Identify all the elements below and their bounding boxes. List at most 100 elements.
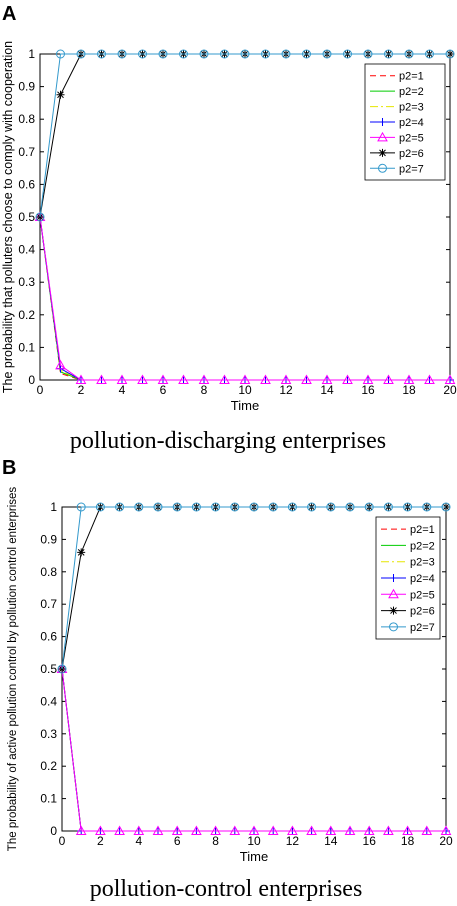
x-tick-label: 0 bbox=[59, 834, 66, 848]
data-point-p2=7 bbox=[345, 502, 355, 512]
series-line-p2=5 bbox=[39, 216, 450, 381]
data-point-p2=5 bbox=[137, 374, 148, 384]
y-tick-label: 0 bbox=[50, 824, 57, 838]
data-point-p2=7 bbox=[322, 49, 332, 59]
data-point-p2=5 bbox=[96, 374, 107, 384]
data-point-p2=5 bbox=[75, 825, 87, 835]
data-point-p2=5 bbox=[342, 374, 353, 384]
data-point-p2=7 bbox=[281, 49, 291, 59]
x-tick-label: 2 bbox=[97, 834, 104, 848]
legend-marker-p2=5 bbox=[377, 131, 388, 142]
data-point-p2=5 bbox=[152, 825, 164, 835]
data-point-p2=7 bbox=[363, 49, 373, 59]
data-point-p2=5 bbox=[325, 825, 337, 835]
y-tick-label: 0.5 bbox=[40, 662, 57, 676]
data-point-p2=5 bbox=[116, 374, 128, 384]
caption-b: pollution-control enterprises bbox=[90, 876, 363, 902]
x-tick-label: 10 bbox=[238, 383, 252, 397]
y-axis-label: The probability that polluters choose to… bbox=[1, 41, 15, 393]
data-point-p2=5 bbox=[171, 825, 183, 835]
data-point-p2=7 bbox=[153, 502, 163, 512]
panel-label-b: B bbox=[2, 457, 16, 479]
data-point-p2=7 bbox=[97, 49, 106, 59]
y-tick-label: 0.7 bbox=[18, 145, 35, 159]
panel-label-a: A bbox=[2, 3, 16, 25]
data-point-p2=6 bbox=[77, 548, 86, 557]
data-point-p2=7 bbox=[220, 49, 229, 59]
x-tick-label: 18 bbox=[402, 383, 416, 397]
chart-b-plot: 0 2 4 6 8 10 12 14 16 18 20 0 0.1 0.2 0.3 0.4 0.5 0.6 0.7 0… bbox=[7, 487, 453, 864]
data-point-p2=5 bbox=[344, 825, 356, 835]
data-point-p2=7 bbox=[115, 502, 125, 512]
x-tick-label: 6 bbox=[174, 834, 181, 848]
y-tick-label: 0.6 bbox=[18, 177, 35, 191]
data-point-p2=7 bbox=[35, 212, 45, 222]
series-line-p2=7 bbox=[61, 506, 446, 670]
legend-label-p2=7: p2=7 bbox=[399, 163, 424, 175]
data-point-p2=7 bbox=[425, 49, 434, 59]
data-point-p2=5 bbox=[363, 825, 375, 835]
data-point-p2=7 bbox=[302, 49, 311, 59]
x-tick-label: 14 bbox=[324, 834, 338, 848]
legend-label-p2=4: p2=4 bbox=[399, 117, 424, 129]
data-point-p2=7 bbox=[95, 502, 105, 512]
data-point-p2=7 bbox=[138, 49, 147, 59]
data-point-p2=7 bbox=[76, 49, 86, 59]
y-tick-label: 0.3 bbox=[40, 727, 57, 741]
data-point-p2=5 bbox=[403, 374, 415, 384]
legend: p2=1 p2=2 p2=3 p2=4 p2=5 p2=6 p2=7 bbox=[364, 63, 446, 181]
y-tick-label: 0.1 bbox=[18, 340, 35, 354]
x-tick-label: 18 bbox=[401, 834, 415, 848]
x-tick-label: 4 bbox=[119, 383, 126, 397]
legend-marker-p2=5 bbox=[388, 588, 399, 599]
y-tick-label: 0.2 bbox=[40, 759, 57, 773]
y-tick-label: 0.3 bbox=[18, 275, 35, 289]
data-point-p2=5 bbox=[260, 374, 271, 384]
data-point-p2=5 bbox=[287, 825, 298, 835]
data-point-p2=7 bbox=[364, 502, 374, 512]
data-point-p2=7 bbox=[76, 502, 86, 512]
data-point-p2=7 bbox=[240, 49, 250, 59]
x-tick-label: 2 bbox=[78, 383, 85, 397]
data-point-p2=7 bbox=[441, 502, 451, 512]
x-tick-label: 6 bbox=[160, 383, 167, 397]
data-point-p2=7 bbox=[57, 664, 67, 674]
legend-label-p2=6: p2=6 bbox=[399, 148, 424, 160]
data-point-p2=5 bbox=[440, 825, 452, 835]
y-tick-label: 0.8 bbox=[18, 112, 35, 126]
data-point-p2=6 bbox=[56, 90, 65, 99]
x-axis-label: Time bbox=[231, 398, 259, 413]
data-point-p2=5 bbox=[306, 825, 317, 835]
legend-label-p2=5: p2=5 bbox=[410, 589, 435, 601]
y-axis-label: The probability of active pollution cont… bbox=[7, 487, 19, 852]
legend-marker-p2=6 bbox=[389, 606, 398, 615]
series-line-p2=5 bbox=[61, 668, 446, 832]
data-point-p2=5 bbox=[267, 825, 279, 835]
legend: p2=1 p2=2 p2=3 p2=4 p2=5 p2=6 p2=7 bbox=[375, 516, 441, 640]
data-point-p2=7 bbox=[56, 49, 65, 59]
data-point-p2=7 bbox=[404, 49, 414, 59]
data-point-p2=7 bbox=[268, 502, 278, 512]
x-tick-label: 16 bbox=[363, 834, 377, 848]
y-tick-label: 0.8 bbox=[40, 565, 57, 579]
data-point-p2=7 bbox=[383, 502, 393, 512]
data-point-p2=5 bbox=[280, 374, 292, 384]
legend-label-p2=6: p2=6 bbox=[410, 606, 435, 618]
x-tick-label: 4 bbox=[135, 834, 142, 848]
y-tick-label: 1 bbox=[28, 47, 35, 61]
legend-label-p2=1: p2=1 bbox=[399, 71, 424, 83]
data-point-p2=5 bbox=[114, 825, 125, 835]
data-point-p2=7 bbox=[230, 502, 240, 512]
x-tick-label: 14 bbox=[320, 383, 334, 397]
data-point-p2=5 bbox=[229, 825, 241, 835]
data-point-p2=7 bbox=[211, 502, 221, 512]
data-point-p2=5 bbox=[95, 825, 106, 835]
x-tick-label: 10 bbox=[247, 834, 261, 848]
data-point-p2=5 bbox=[210, 825, 221, 835]
data-point-p2=5 bbox=[157, 374, 169, 384]
legend-label-p2=4: p2=4 bbox=[410, 573, 435, 585]
y-tick-label: 0.9 bbox=[40, 532, 57, 546]
x-tick-label: 20 bbox=[439, 834, 453, 848]
panel-b: B 0 2 4 6 8 10 12 14 16 18 20 0 0.1 0.2 0.3 0.4 0.5 0.6 0.… bbox=[2, 457, 453, 902]
data-point-p2=5 bbox=[198, 374, 210, 384]
